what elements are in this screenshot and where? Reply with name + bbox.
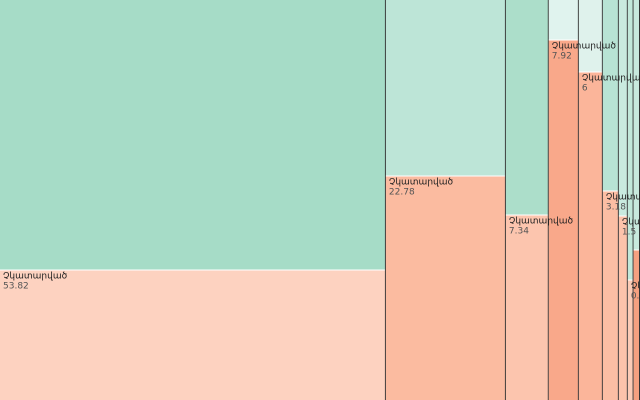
completed-segment xyxy=(627,0,634,280)
segment-label: Չկատարված xyxy=(509,217,574,227)
completed-segment xyxy=(633,0,640,250)
not-completed-segment xyxy=(618,216,628,400)
not-completed-segment xyxy=(505,215,549,400)
not-completed-segment xyxy=(633,250,640,400)
segment-value: 3.18 xyxy=(606,203,626,213)
not-completed-segment xyxy=(385,176,506,400)
not-completed-segment xyxy=(0,270,386,400)
segment-label: Չկատարված xyxy=(606,193,640,203)
segment-label: Չկատարված xyxy=(552,42,617,52)
segment-label: Չկատարված xyxy=(3,272,68,282)
completed-segment xyxy=(385,0,506,176)
completed-segment xyxy=(548,0,579,40)
segment-value: 22.78 xyxy=(389,188,415,198)
segment-label: Չկատարված xyxy=(582,74,640,84)
completed-segment xyxy=(602,0,619,191)
segment-value: 7.34 xyxy=(509,227,529,237)
segment-value: 53.82 xyxy=(3,282,29,292)
segment-value: 7.92 xyxy=(552,52,572,62)
segment-label: Չկատարված xyxy=(631,282,640,292)
segment-label: Չկատարված xyxy=(622,218,640,228)
completed-segment xyxy=(618,0,628,216)
segment-value: 1.5 xyxy=(622,228,636,238)
completed-segment xyxy=(0,0,386,270)
segment-value: 6 xyxy=(582,84,588,94)
not-completed-segment xyxy=(627,280,634,400)
segment-value: 0.9 xyxy=(631,292,640,302)
not-completed-segment xyxy=(548,40,579,400)
completed-segment xyxy=(578,0,603,72)
not-completed-segment xyxy=(578,72,603,400)
completed-segment xyxy=(505,0,549,215)
segment-label: Չկատարված xyxy=(389,178,454,188)
not-completed-segment xyxy=(602,191,619,400)
